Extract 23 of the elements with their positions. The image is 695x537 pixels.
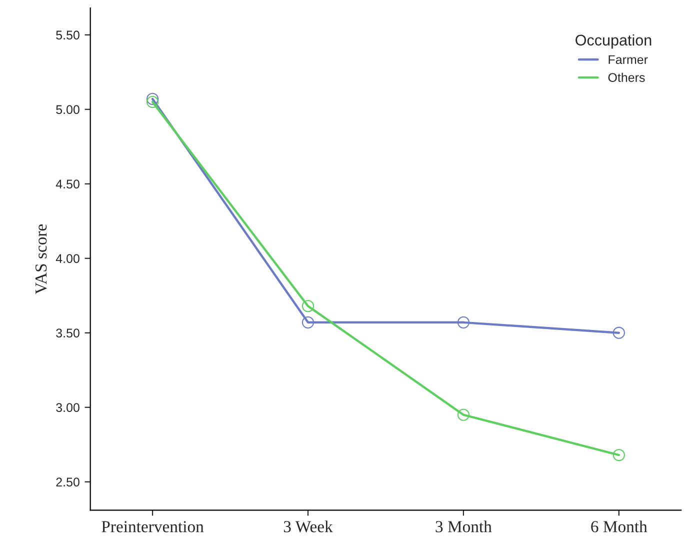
point (612, 326, 625, 339)
point (302, 316, 314, 328)
x-tick-label: 3 Week (284, 520, 333, 532)
point (612, 448, 625, 462)
y-tick-label: 3.00 (56, 403, 80, 412)
point (146, 96, 159, 108)
point (457, 316, 470, 328)
y-tick-label: 4.50 (56, 180, 80, 189)
x-tick-label: 3 Month (436, 520, 492, 532)
legend-label: Others (608, 72, 645, 82)
x-tick-label: Preintervention (102, 521, 204, 532)
y-tick-label: 5.50 (56, 30, 80, 40)
point (302, 300, 314, 312)
y-tick-label: 2.50 (56, 478, 80, 486)
point (146, 92, 159, 106)
y-tick-label: 3.50 (56, 328, 80, 338)
y-tick-label: 5.00 (56, 105, 80, 114)
y-axis-title: VAS score (35, 224, 47, 294)
legend-label: Farmer (608, 55, 648, 64)
y-tick-label: 4.00 (56, 254, 80, 264)
point (457, 408, 470, 421)
x-tick-label: 6 Month (591, 520, 648, 532)
legend-title: Occupation (576, 34, 652, 49)
